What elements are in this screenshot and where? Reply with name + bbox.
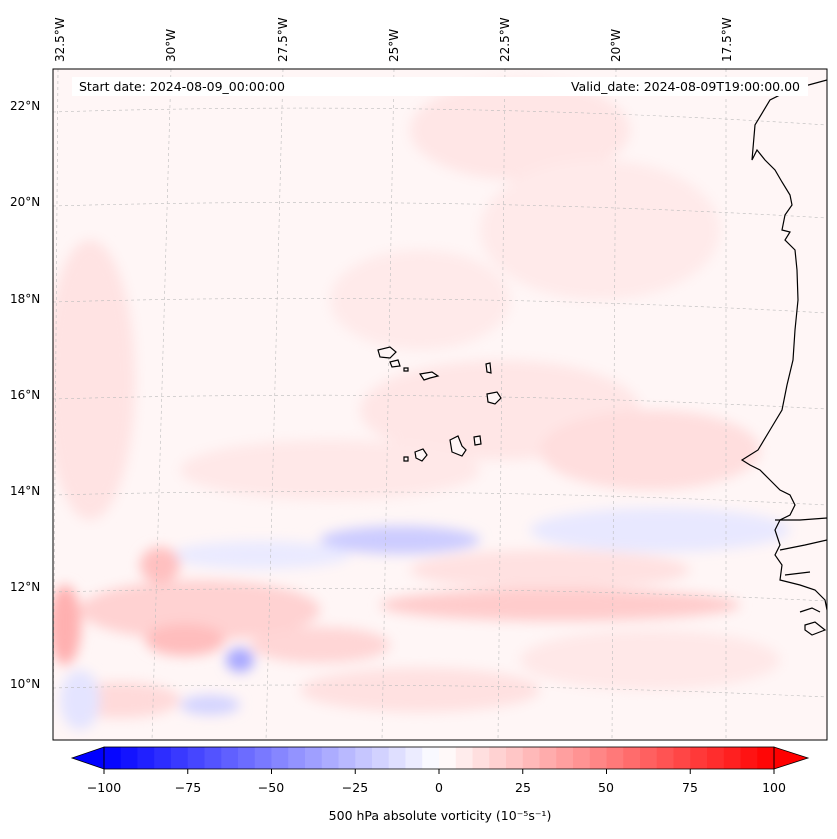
lat-tick-20n: 20°N	[10, 195, 41, 209]
map-frame	[52, 68, 828, 741]
colorbar-swatch	[439, 747, 457, 769]
colorbar-swatch	[338, 747, 356, 769]
colorbar-swatch	[489, 747, 507, 769]
colorbar-swatch	[104, 747, 122, 769]
colorbar-swatch	[221, 747, 239, 769]
lat-tick-14n: 14°N	[10, 484, 41, 498]
colorbar-swatch	[640, 747, 658, 769]
vorticity-field	[53, 80, 790, 730]
colorbar	[70, 746, 810, 774]
graticule	[53, 69, 827, 740]
cb-tick-label: −75	[174, 780, 202, 795]
colorbar-swatch	[506, 747, 524, 769]
colorbar-swatch	[405, 747, 423, 769]
colorbar-swatch	[522, 747, 540, 769]
colorbar-swatch	[539, 747, 557, 769]
colorbar-swatch	[288, 747, 306, 769]
start-date-label: Start date: 2024-08-09_00:00:00	[79, 79, 285, 94]
colorbar-swatches	[104, 747, 775, 769]
colorbar-swatch	[187, 747, 205, 769]
colorbar-swatch	[757, 747, 775, 769]
colorbar-swatch	[472, 747, 490, 769]
cb-tick-label: 0	[435, 780, 443, 795]
senegal-coast-detail	[775, 517, 827, 636]
cb-tick-label: 100	[762, 780, 786, 795]
title-strip	[72, 77, 808, 96]
colorbar-swatch	[355, 747, 373, 769]
colorbar-swatch	[305, 747, 323, 769]
lat-tick-10n: 10°N	[10, 677, 41, 691]
colorbar-swatch	[321, 747, 339, 769]
colorbar-swatch	[740, 747, 758, 769]
valid-date-label: Valid_date: 2024-08-09T19:00:00.00	[571, 79, 800, 94]
colorbar-swatch	[690, 747, 708, 769]
colorbar-swatch	[388, 747, 406, 769]
colorbar-swatch	[271, 747, 289, 769]
colorbar-swatch	[372, 747, 390, 769]
colorbar-swatch	[723, 747, 741, 769]
colorbar-swatch	[120, 747, 138, 769]
africa-coastline	[740, 79, 827, 611]
cb-tick-label: −100	[86, 780, 122, 795]
lat-tick-12n: 12°N	[10, 580, 41, 594]
colorbar-swatch	[204, 747, 222, 769]
colorbar-swatch	[673, 747, 691, 769]
colorbar-swatch	[154, 747, 172, 769]
colorbar-swatch	[707, 747, 725, 769]
colorbar-swatch	[556, 747, 574, 769]
colorbar-swatch	[238, 747, 256, 769]
cb-tick-label: 50	[598, 780, 614, 795]
cape-verde-islands	[377, 346, 502, 462]
colorbar-swatch	[254, 747, 272, 769]
colorbar-swatch	[573, 747, 591, 769]
colorbar-swatch	[589, 747, 607, 769]
lat-tick-18n: 18°N	[10, 292, 41, 306]
colorbar-label: 500 hPa absolute vorticity (10⁻⁵s⁻¹)	[328, 808, 552, 823]
cb-tick-label: −25	[341, 780, 369, 795]
cb-tick-label: −50	[257, 780, 285, 795]
colorbar-extend-min	[70, 746, 105, 770]
colorbar-extend-max	[773, 746, 810, 770]
colorbar-swatch	[623, 747, 641, 769]
colorbar-swatch	[455, 747, 473, 769]
colorbar-swatch	[656, 747, 674, 769]
cb-tick-label: 25	[515, 780, 531, 795]
colorbar-swatch	[137, 747, 155, 769]
lat-tick-22n: 22°N	[10, 99, 41, 113]
colorbar-swatch	[171, 747, 189, 769]
lat-tick-16n: 16°N	[10, 388, 41, 402]
colorbar-swatch	[422, 747, 440, 769]
colorbar-ticks	[103, 769, 775, 774]
cb-tick-label: 75	[682, 780, 698, 795]
colorbar-swatch	[606, 747, 624, 769]
